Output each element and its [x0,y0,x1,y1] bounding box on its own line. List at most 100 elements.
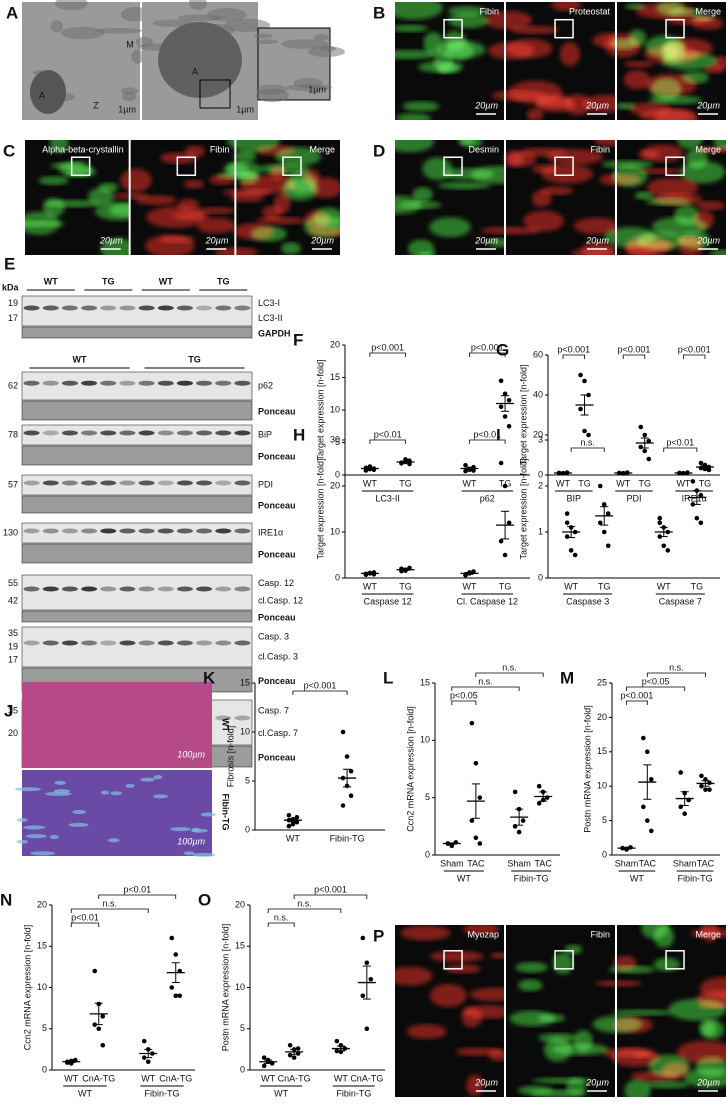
em-texture [95,27,142,34]
cell-signal [654,957,681,972]
loading-label: Ponceau [258,549,296,559]
band [176,480,193,486]
y-tick-label: 20 [533,429,543,439]
band [215,640,232,646]
em-texture [121,91,137,102]
y-tick-label: 10 [37,982,47,992]
cell-signal [523,210,564,232]
p-value: p<0.01 [374,429,402,439]
x-tick-label: TAC [639,858,657,868]
tissue-texture [25,834,47,839]
data-point [536,801,542,806]
y-axis-label: Target expression [n-fold] [518,364,528,465]
group-label: p62 [480,493,495,503]
em-texture [131,49,145,64]
cell-signal [391,24,428,33]
band [100,586,117,592]
p-value: p<0.001 [618,344,651,354]
tissue-texture [30,851,56,856]
channel-label: Proteostat [569,6,611,16]
band [196,640,213,646]
y-axis-label: Target expression [n-fold] [518,458,528,559]
inset-box [70,156,91,176]
y-tick-label: 0 [335,572,340,582]
data-point [291,1055,297,1060]
data-point [506,520,512,526]
tissue-texture [153,775,163,780]
blot [21,574,253,611]
data-point [340,803,346,808]
band [119,528,136,534]
band [215,305,232,311]
band [42,380,59,386]
scale-bar-label: 20µm [99,235,123,245]
x-tick-label: CnA-TG [159,1073,192,1083]
band [138,380,155,386]
data-point [642,432,648,438]
comparison-bracket [98,894,177,899]
band [196,480,213,486]
em-label: M [126,39,134,49]
x-tick-label: TAC [535,858,553,868]
y-axis-label: Target expression [n-fold] [315,359,325,460]
band-label: LC3-I [258,298,280,308]
band [176,640,193,646]
cell-signal [546,149,603,165]
data-point [287,1042,293,1048]
p-value: p<0.01 [666,437,694,447]
cell-signal [646,177,699,198]
data-point [641,735,646,741]
cell-signal [540,186,574,196]
group-label: Caspase 7 [659,596,702,606]
data-point [477,795,483,800]
panel-label: K [203,668,216,687]
data-point [173,993,179,999]
group-label: Caspase 12 [364,596,412,606]
band [138,640,155,646]
y-tick-label: 10 [330,404,340,414]
y-tick-label: 5 [335,437,340,447]
data-point [360,935,366,941]
em-texture [255,88,290,103]
y-tick-label: 5 [42,1023,47,1033]
data-point [286,823,292,829]
blot [21,295,253,327]
panel-label: B [373,3,385,22]
p-value: p<0.01 [71,912,99,922]
panel-label: L [383,668,393,687]
cell-signal [691,16,724,30]
inset-box [665,950,685,970]
band [138,305,155,311]
band [61,480,78,486]
cell-signal [641,144,684,162]
data-point [368,976,374,982]
band [234,528,251,534]
data-point [344,754,350,759]
cell-signal [215,247,259,258]
y-tick-label: 0 [538,469,543,479]
data-point [286,813,292,818]
scale-bar-label: 20µm [585,1077,609,1087]
y-tick-label: 20 [37,899,47,909]
cell-signal [50,162,84,169]
cell-signal [304,210,330,230]
band [81,430,98,436]
group-label: WT [274,1088,288,1098]
data-point [564,511,570,516]
data-point [578,406,583,412]
channel-label: Fibin [479,6,499,16]
cell-signal [713,131,726,150]
band [81,480,98,486]
loading-label: Ponceau [258,676,296,686]
cell-signal [239,175,296,194]
scale-bar-label: 20µm [474,100,498,110]
band [23,480,40,486]
band [196,528,213,534]
y-tick-label: 10 [240,726,250,736]
x-tick-label: WT [463,478,477,488]
cell-signal [184,179,204,189]
band-label: cl.Casp. 3 [258,651,298,661]
comparison-bracket [475,672,544,677]
cell-signal [634,191,654,200]
x-tick-label: TG [639,478,652,488]
